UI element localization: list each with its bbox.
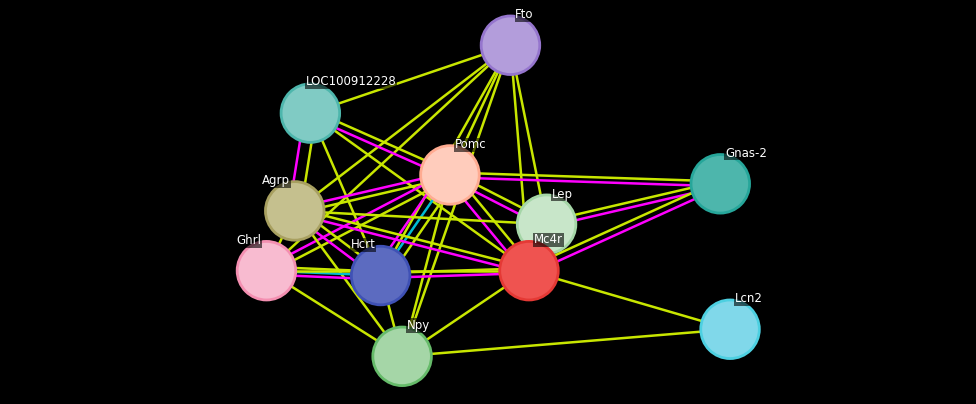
Ellipse shape: [373, 327, 431, 385]
Ellipse shape: [517, 195, 576, 253]
Ellipse shape: [481, 16, 540, 74]
Text: Npy: Npy: [407, 319, 430, 332]
Text: Ghrl: Ghrl: [236, 234, 262, 247]
Ellipse shape: [421, 146, 479, 204]
Text: LOC100912228: LOC100912228: [305, 75, 396, 88]
Text: Lep: Lep: [551, 188, 573, 201]
Ellipse shape: [691, 155, 750, 213]
Text: Fto: Fto: [515, 8, 534, 21]
Ellipse shape: [237, 242, 296, 300]
Ellipse shape: [351, 246, 410, 305]
Ellipse shape: [500, 242, 558, 300]
Ellipse shape: [265, 182, 324, 240]
Text: Pomc: Pomc: [455, 139, 486, 152]
Text: Gnas-2: Gnas-2: [725, 147, 767, 160]
Text: Lcn2: Lcn2: [735, 292, 763, 305]
Text: Mc4r: Mc4r: [534, 234, 563, 246]
Ellipse shape: [701, 300, 759, 358]
Ellipse shape: [281, 84, 340, 142]
Text: Agrp: Agrp: [262, 175, 290, 187]
Text: Hcrt: Hcrt: [351, 238, 376, 251]
